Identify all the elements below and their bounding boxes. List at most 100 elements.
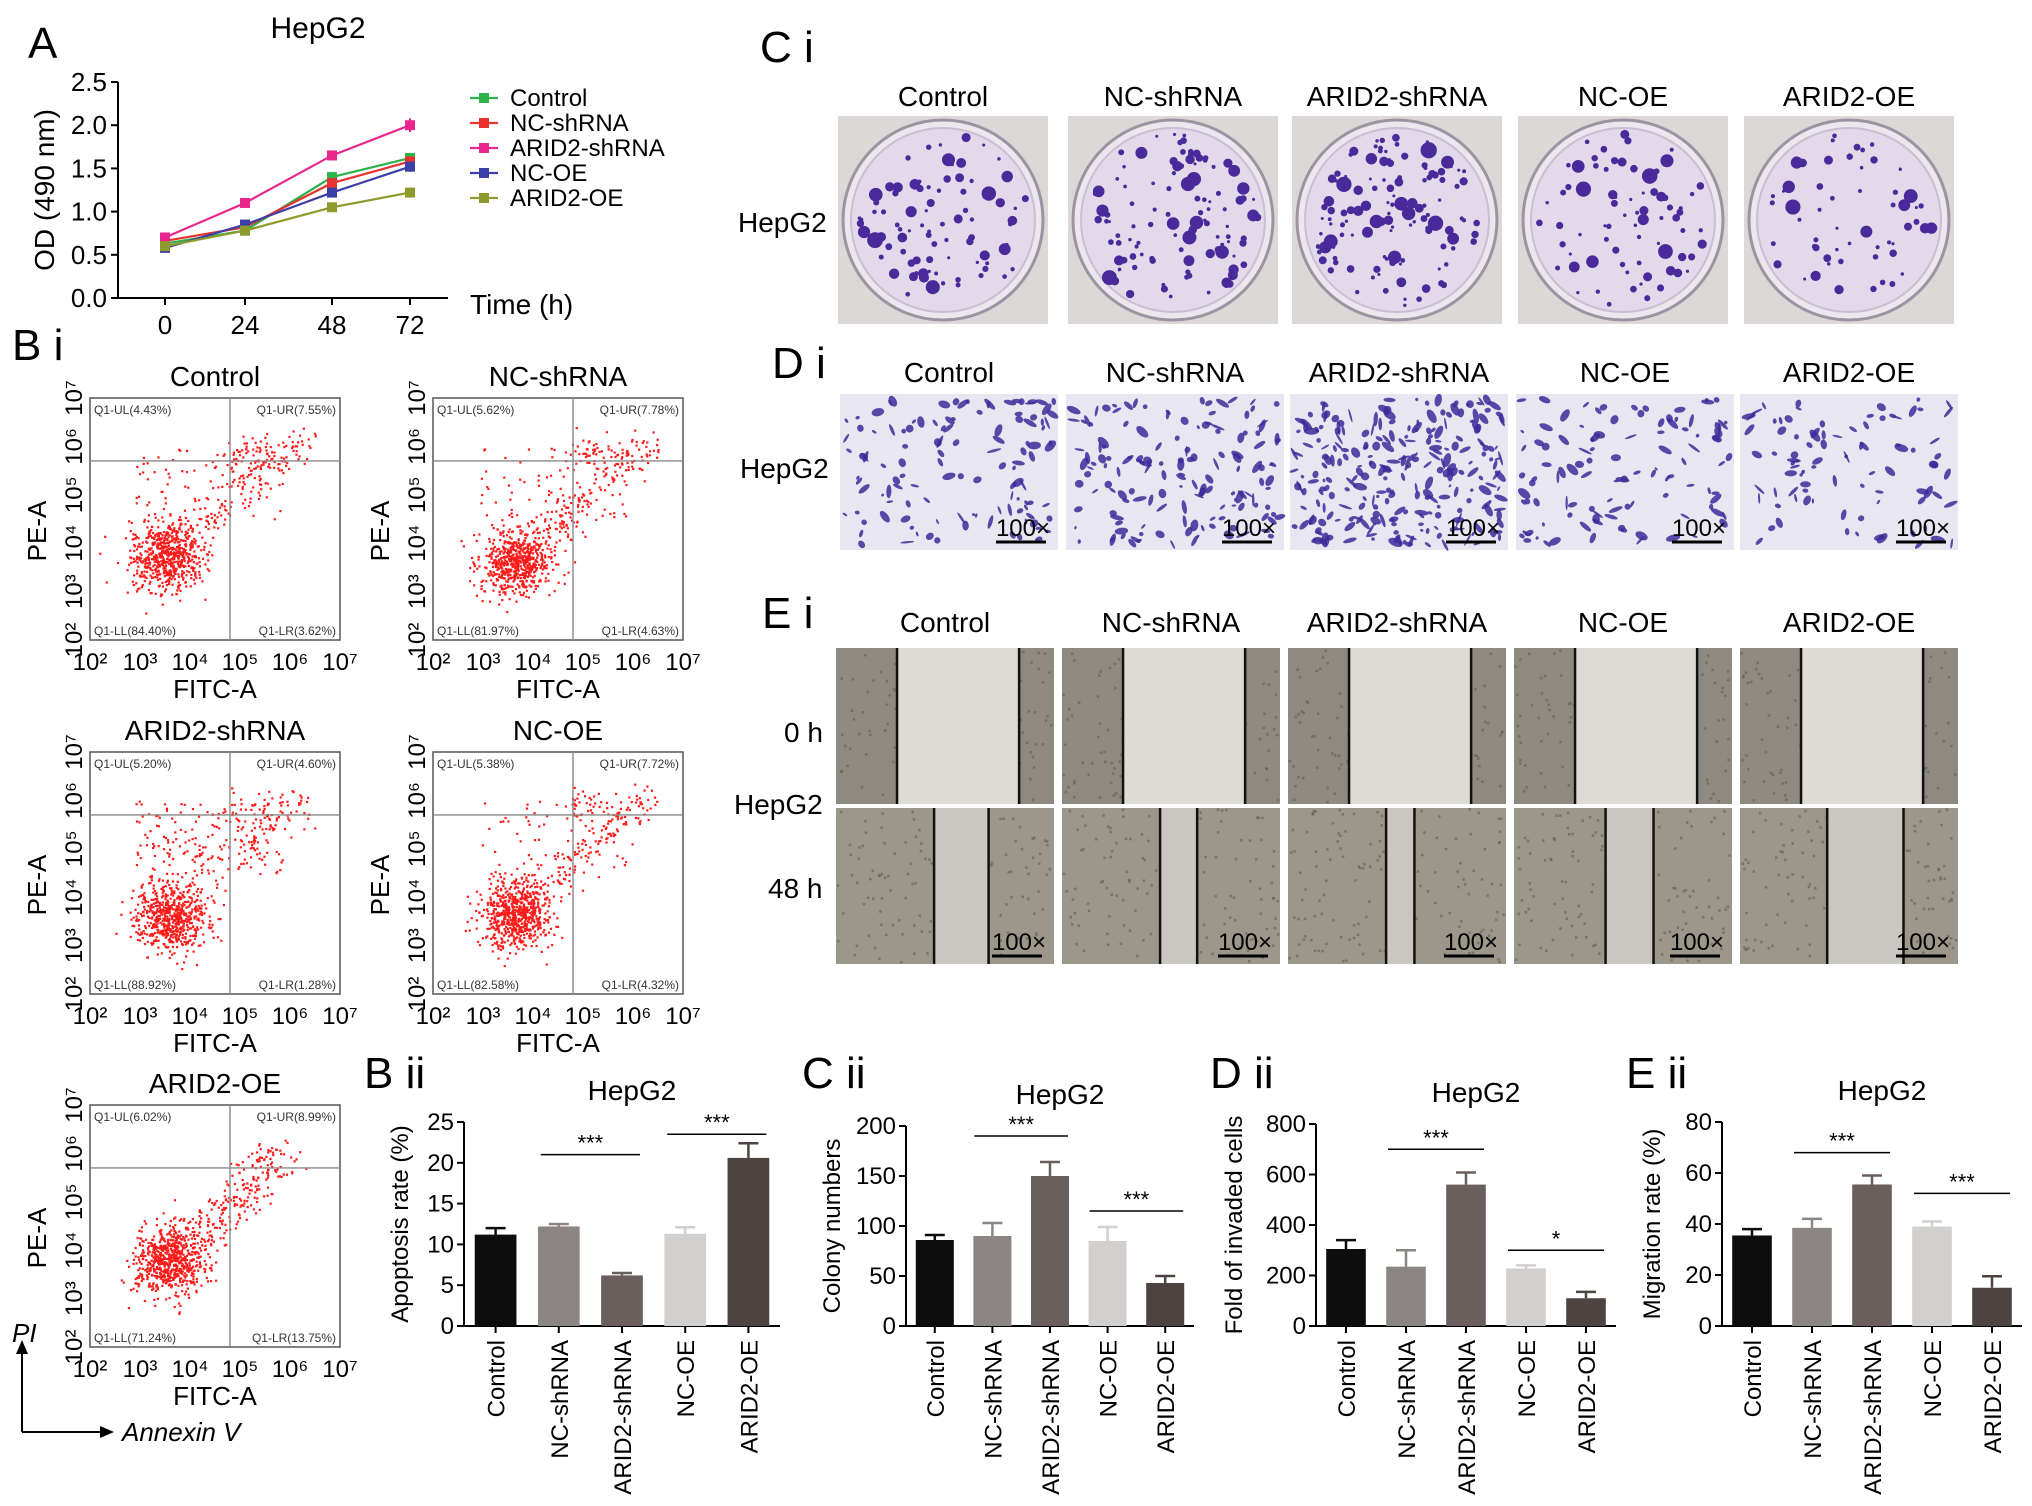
flow-dot [161, 879, 165, 882]
flow-dot [185, 1283, 188, 1286]
flow-dot [173, 925, 176, 928]
flow-dot [547, 572, 550, 575]
flow-dot [628, 808, 631, 812]
flow-dot [570, 519, 574, 522]
flow-dot [511, 542, 514, 545]
flow-dot [496, 528, 499, 531]
flow-dot [508, 887, 511, 890]
flow-dot [513, 897, 516, 900]
flow-dot [274, 1169, 277, 1172]
flow-dot [193, 555, 196, 559]
flow-dot [515, 556, 518, 559]
flow-dot [173, 555, 176, 558]
flow-dot [298, 455, 301, 458]
flow-dot [495, 892, 499, 895]
flow-dot [489, 600, 492, 603]
flow-dot [494, 936, 497, 940]
flow-dot [495, 912, 498, 915]
flow-dot [264, 863, 267, 866]
flow-dot [159, 1267, 162, 1270]
flow-dot [133, 925, 136, 928]
flow-dot [521, 926, 524, 929]
flow-x-tick: 10⁵ [222, 1003, 259, 1030]
flow-dot [523, 542, 526, 545]
flow-dot [164, 915, 167, 918]
flow-dot [496, 548, 499, 551]
flow-dot [177, 575, 181, 579]
flow-dot [539, 551, 542, 555]
flow-dot [191, 1250, 194, 1254]
flow-dot [559, 515, 562, 518]
flow-dot [534, 536, 537, 540]
flow-dot [548, 526, 552, 530]
flow-dot [252, 486, 255, 489]
flow-dot [514, 879, 518, 882]
flow-dot [528, 893, 532, 896]
flow-dot [503, 573, 506, 576]
flow-dot [161, 561, 164, 565]
flow-dot [526, 892, 529, 895]
flow-dot [157, 1260, 160, 1263]
flow-dot [162, 860, 165, 863]
flow-dot [172, 914, 175, 917]
flow-dot [488, 553, 492, 556]
flow-dot [141, 914, 144, 918]
flow-dot [621, 474, 624, 477]
flow-dot [555, 925, 558, 928]
flow-dot [520, 891, 524, 894]
flow-dot [610, 455, 613, 459]
flow-dot [513, 939, 516, 942]
flow-dot [155, 570, 158, 573]
flow-dot [527, 916, 531, 919]
flow-dot [181, 578, 185, 581]
y-axis-label: OD (490 nm) [29, 109, 60, 271]
flow-dot [194, 837, 197, 840]
colony [961, 132, 971, 143]
flow-dot [196, 928, 200, 931]
flow-dot [590, 491, 593, 494]
flow-dot [202, 933, 205, 936]
flow-dot [148, 910, 151, 913]
flow-dot [574, 804, 577, 807]
flow-dot [536, 922, 540, 925]
flow-dot [277, 444, 280, 447]
colony [1237, 182, 1250, 195]
flow-dot [525, 585, 528, 588]
colony [934, 271, 939, 276]
colony [1125, 289, 1135, 299]
flow-dot [166, 560, 169, 563]
flow-x-tick: 10⁷ [665, 649, 700, 676]
flow-dot [176, 912, 179, 915]
flow-dot [202, 921, 205, 925]
flow-dot [183, 851, 186, 854]
flow-dot [536, 903, 540, 906]
flow-dot [160, 537, 163, 540]
flow-dot [502, 894, 505, 897]
flow-dot [532, 900, 535, 903]
flow-dot [525, 574, 528, 578]
flow-dot [530, 579, 533, 582]
flow-dot [514, 572, 517, 575]
flow-dot [520, 557, 523, 560]
flow-dot [500, 938, 504, 941]
flow-dot [523, 565, 527, 568]
flow-dot [166, 929, 169, 932]
flow-dot [140, 933, 143, 936]
flow-dot [480, 580, 483, 583]
flow-dot [150, 528, 153, 532]
flow-dot [203, 1259, 206, 1263]
flow-dot [162, 933, 165, 936]
flow-dot [533, 565, 536, 568]
colony [1450, 246, 1456, 251]
flow-dot [494, 920, 497, 923]
flow-dot [634, 816, 637, 820]
flow-dot [568, 892, 571, 895]
colony [1383, 215, 1394, 225]
flow-dot [550, 510, 553, 514]
series-line-arid2-oe [164, 191, 411, 248]
flow-dot [159, 909, 162, 913]
flow-dot [175, 838, 178, 841]
flow-dot [530, 585, 533, 588]
colony [1252, 197, 1256, 201]
